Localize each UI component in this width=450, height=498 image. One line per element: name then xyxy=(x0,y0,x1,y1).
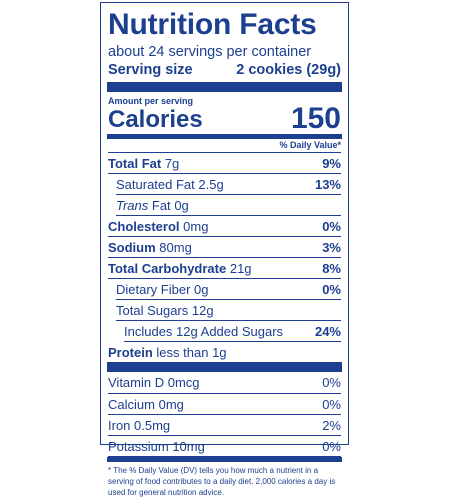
vitamin-row-potassium: Potassium 10mg 0% xyxy=(108,436,341,457)
nutrient-amount: 12g xyxy=(191,302,214,318)
nutrient-name: Sodium xyxy=(108,239,156,255)
vitamin-row-vitamin-d: Vitamin D 0mcg 0% xyxy=(108,372,341,394)
vitamin-dv: 0% xyxy=(322,375,341,390)
vitamin-amount: 0.5mg xyxy=(134,417,171,433)
vitamin-name: Calcium xyxy=(108,396,155,412)
vitamin-amount: 0mg xyxy=(158,396,184,412)
nutrient-row-protein: Protein less than 1g xyxy=(108,342,341,362)
vitamin-dv: 2% xyxy=(322,417,341,433)
nutrient-row-dietary-fiber: Dietary Fiber 0g 0% xyxy=(116,279,341,300)
vitamin-name: Potassium xyxy=(108,438,169,454)
calories-row: Calories 150 xyxy=(108,102,341,135)
nutrient-amount: 0g xyxy=(194,281,209,297)
nutrient-dv: 0% xyxy=(322,218,341,234)
vitamin-row-iron: Iron 0.5mg 2% xyxy=(108,415,341,436)
vitamin-dv: 0% xyxy=(322,396,341,412)
nutrient-name: Protein xyxy=(108,344,153,360)
nutrient-name: Total Fat xyxy=(108,155,162,171)
nutrient-amount: 7g xyxy=(164,155,180,171)
nutrient-row-added-sugars: Includes 12g Added Sugars 24% xyxy=(124,321,341,342)
nutrient-name-suffix: Fat xyxy=(151,197,171,213)
vitamin-amount: 0mcg xyxy=(167,375,200,390)
nutrient-name: Total Carbohydrate xyxy=(108,260,227,276)
servings-per-container: about 24 servings per container xyxy=(108,44,312,60)
vitamin-amount: 10mg xyxy=(172,438,205,454)
amount-per-serving: Amount per serving xyxy=(108,96,194,106)
nutrient-row-cholesterol: Cholesterol 0mg 0% xyxy=(108,216,341,237)
vitamin-name: Iron xyxy=(108,417,131,433)
nutrient-row-total-sugars: Total Sugars 12g xyxy=(116,300,341,321)
nutrient-amount: 12g xyxy=(176,323,198,339)
medium-divider xyxy=(107,134,342,139)
nutrient-name: Includes xyxy=(124,323,173,339)
vitamin-name: Vitamin D xyxy=(108,375,165,390)
medium-divider xyxy=(107,457,342,462)
nutrient-amount: 21g xyxy=(229,260,252,276)
nutrient-dv: 13% xyxy=(314,176,341,192)
nutrient-name: Cholesterol xyxy=(108,218,180,234)
nutrient-row-sodium: Sodium 80mg 3% xyxy=(108,237,341,258)
serving-size-label: Serving size xyxy=(108,62,193,78)
vitamin-row-calcium: Calcium 0mg 0% xyxy=(108,394,341,415)
thick-divider xyxy=(107,82,342,92)
nutrient-name: Saturated Fat xyxy=(116,176,195,192)
vitamin-dv: 0% xyxy=(322,438,341,454)
serving-size-row: Serving size 2 cookies (29g) xyxy=(108,61,341,79)
thick-divider xyxy=(107,362,342,372)
nutrient-row-trans-fat: Trans Fat 0g xyxy=(116,195,341,216)
nutrient-dv: 9% xyxy=(322,155,341,171)
nutrient-dv: 0% xyxy=(322,281,341,297)
nutrition-facts-label: Nutrition Facts about 24 servings per co… xyxy=(100,2,349,497)
nutrient-row-total-carbohydrate: Total Carbohydrate 21g 8% xyxy=(108,258,341,279)
serving-size-value: 2 cookies (29g) xyxy=(236,62,341,78)
calories-label: Calories xyxy=(108,106,203,133)
nutrient-amount: 0g xyxy=(174,197,189,213)
nutrient-amount: 2.5g xyxy=(198,176,224,192)
nutrient-name-suffix: Added Sugars xyxy=(200,323,284,339)
calories-value: 150 xyxy=(290,102,341,135)
nutrient-amount: 80mg xyxy=(159,239,192,255)
nutrient-dv: 8% xyxy=(322,260,341,276)
nutrient-row-total-fat: Total Fat 7g 9% xyxy=(108,153,341,174)
nutrient-row-saturated-fat: Saturated Fat 2.5g 13% xyxy=(116,174,341,195)
nutrient-name: Trans xyxy=(116,197,149,213)
nutrient-name: Total Sugars xyxy=(116,302,189,318)
daily-value-header: % Daily Value* xyxy=(108,139,341,153)
daily-value-footnote: * The % Daily Value (DV) tells you how m… xyxy=(108,466,336,497)
nutrient-name: Dietary Fiber xyxy=(116,281,191,297)
label-title: Nutrition Facts xyxy=(108,8,317,41)
nutrient-amount: less than 1g xyxy=(156,344,227,360)
nutrient-amount: 0mg xyxy=(183,218,209,234)
nutrient-dv: 3% xyxy=(322,239,341,255)
nutrient-dv: 24% xyxy=(314,323,341,339)
